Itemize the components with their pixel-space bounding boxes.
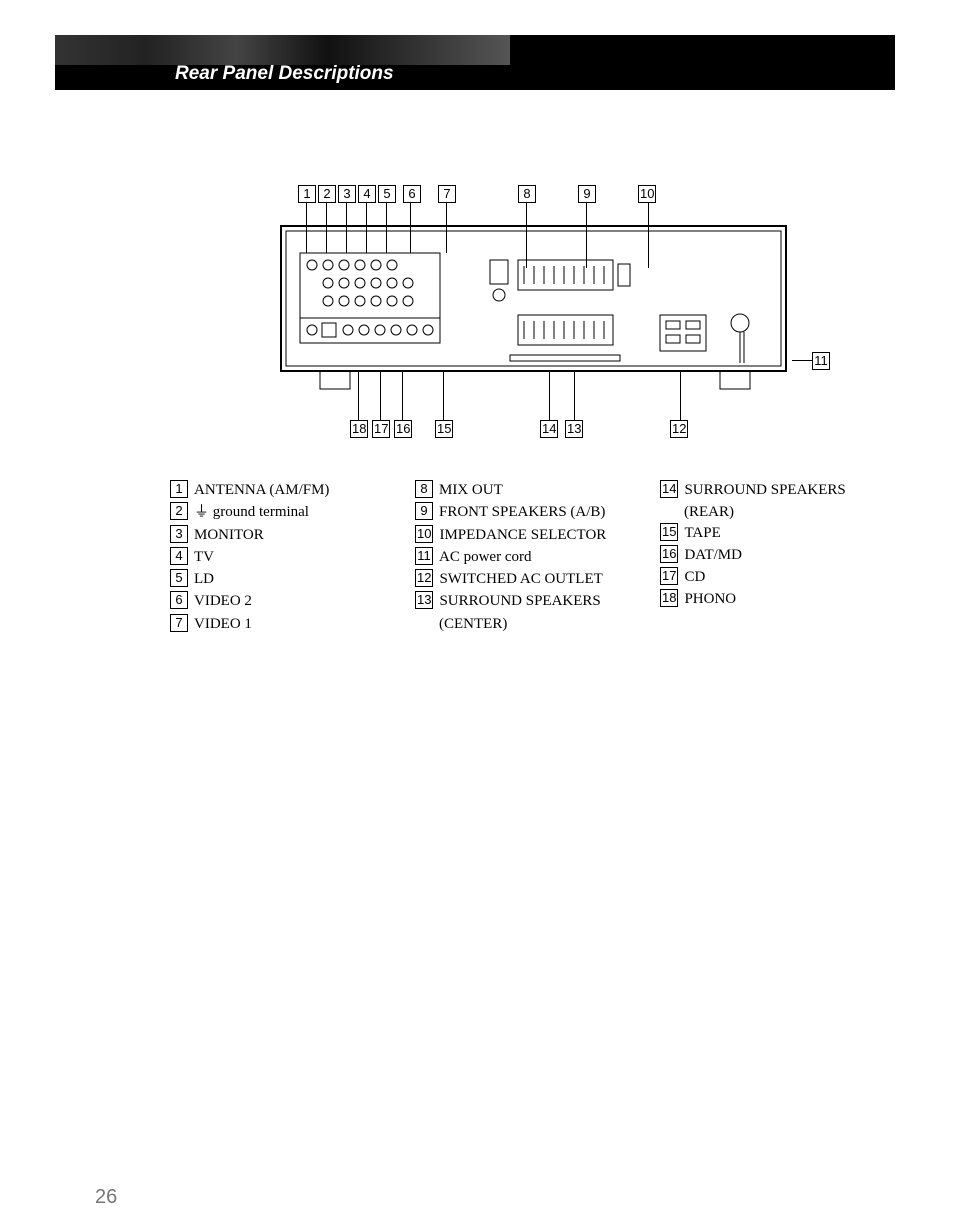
callout-13: 13 xyxy=(565,420,583,438)
num-box: 7 xyxy=(170,614,188,632)
legend-row: 11 AC power cord xyxy=(415,547,645,567)
legend-row: 17 CD xyxy=(660,567,890,587)
legend-label: TV xyxy=(194,547,214,567)
num-box: 10 xyxy=(415,525,433,543)
page: Rear Panel Descriptions 1 2 3 4 5 6 7 8 … xyxy=(0,0,954,1224)
leader xyxy=(792,360,812,361)
legend-label: AC power cord xyxy=(439,547,531,567)
leader xyxy=(680,370,681,420)
callout-5: 5 xyxy=(378,185,396,203)
rear-panel-diagram xyxy=(280,225,810,400)
callout-16: 16 xyxy=(394,420,412,438)
callout-11: 11 xyxy=(812,352,830,370)
legend-label: SURROUND SPEAKERS xyxy=(439,591,600,611)
callout-12: 12 xyxy=(670,420,688,438)
legend-row: 10 IMPEDANCE SELECTOR xyxy=(415,525,645,545)
num-box: 8 xyxy=(415,480,433,498)
legend-label: IMPEDANCE SELECTOR xyxy=(439,525,606,545)
num-box: 2 xyxy=(170,502,188,520)
num-box: 6 xyxy=(170,591,188,609)
legend-row: 2 ⏚ ground terminal xyxy=(170,502,400,522)
callout-1: 1 xyxy=(298,185,316,203)
legend-label: SWITCHED AC OUTLET xyxy=(439,569,602,589)
header-gradient xyxy=(55,35,510,65)
num-box: 14 xyxy=(660,480,678,498)
leader xyxy=(443,370,444,420)
bottom-callouts: 18 17 16 15 14 13 12 xyxy=(350,420,700,440)
callout-4: 4 xyxy=(358,185,376,203)
legend-label: MIX OUT xyxy=(439,480,503,500)
legend-row: 13 SURROUND SPEAKERS xyxy=(415,591,645,611)
callout-3: 3 xyxy=(338,185,356,203)
legend-row: 5 LD xyxy=(170,569,400,589)
legend-row: 8 MIX OUT xyxy=(415,480,645,500)
callout-10: 10 xyxy=(638,185,656,203)
legend-label: VIDEO 2 xyxy=(194,591,252,611)
legend-label: VIDEO 1 xyxy=(194,614,252,634)
callout-6: 6 xyxy=(403,185,421,203)
num-box: 16 xyxy=(660,545,678,563)
legend-row: 4 TV xyxy=(170,547,400,567)
legend-label: PHONO xyxy=(684,589,736,609)
callout-18: 18 xyxy=(350,420,368,438)
legend-label: DAT/MD xyxy=(684,545,742,565)
legend-label: MONITOR xyxy=(194,525,264,545)
legend-row: 14 SURROUND SPEAKERS xyxy=(660,480,890,500)
legend-col2: 8 MIX OUT 9 FRONT SPEAKERS (A/B) 10 IMPEDAN… xyxy=(415,480,645,634)
num-box: 4 xyxy=(170,547,188,565)
num-box: 18 xyxy=(660,589,678,607)
legend-label: TAPE xyxy=(684,523,720,543)
legend-label: ANTENNA (AM/FM) xyxy=(194,480,329,500)
legend-label: FRONT SPEAKERS (A/B) xyxy=(439,502,605,522)
leader xyxy=(402,370,403,420)
legend-row: 3 MONITOR xyxy=(170,525,400,545)
num-box: 5 xyxy=(170,569,188,587)
legend-row: 1 ANTENNA (AM/FM) xyxy=(170,480,400,500)
num-box: 3 xyxy=(170,525,188,543)
legend-label: SURROUND SPEAKERS xyxy=(684,480,845,500)
legend-row: 6 VIDEO 2 xyxy=(170,591,400,611)
legend-cont: (CENTER) xyxy=(439,614,645,634)
legend-cont: (REAR) xyxy=(684,502,890,522)
legend-label: ⏚ ground terminal xyxy=(194,502,309,522)
num-box: 13 xyxy=(415,591,433,609)
leader xyxy=(358,370,359,420)
leader xyxy=(549,370,550,420)
num-box: 12 xyxy=(415,569,433,587)
num-box: 9 xyxy=(415,502,433,520)
legend-row: 12 SWITCHED AC OUTLET xyxy=(415,569,645,589)
leader xyxy=(380,370,381,420)
num-box: 1 xyxy=(170,480,188,498)
legend-col3: 14 SURROUND SPEAKERS (REAR) 15 TAPE 16 DAT/… xyxy=(660,480,890,612)
legend-row: 18 PHONO xyxy=(660,589,890,609)
legend-row: 15 TAPE xyxy=(660,523,890,543)
legend-row: 16 DAT/MD xyxy=(660,545,890,565)
num-box: 17 xyxy=(660,567,678,585)
page-title: Rear Panel Descriptions xyxy=(175,63,394,85)
leader xyxy=(574,370,575,420)
callout-8: 8 xyxy=(518,185,536,203)
legend-label: CD xyxy=(684,567,705,587)
callout-17: 17 xyxy=(372,420,390,438)
top-callouts: 1 2 3 4 5 6 7 8 9 10 xyxy=(298,185,648,205)
num-box: 11 xyxy=(415,547,433,565)
callout-14: 14 xyxy=(540,420,558,438)
legend-row: 7 VIDEO 1 xyxy=(170,614,400,634)
callout-9: 9 xyxy=(578,185,596,203)
callout-15: 15 xyxy=(435,420,453,438)
rear-panel-svg xyxy=(280,225,810,400)
legend-label: LD xyxy=(194,569,214,589)
legend-row: 9 FRONT SPEAKERS (A/B) xyxy=(415,502,645,522)
page-number: 26 xyxy=(95,1186,117,1209)
callout-7: 7 xyxy=(438,185,456,203)
num-box: 15 xyxy=(660,523,678,541)
legend-col1: 1 ANTENNA (AM/FM) 2 ⏚ ground terminal 3 MON… xyxy=(170,480,400,636)
callout-2: 2 xyxy=(318,185,336,203)
